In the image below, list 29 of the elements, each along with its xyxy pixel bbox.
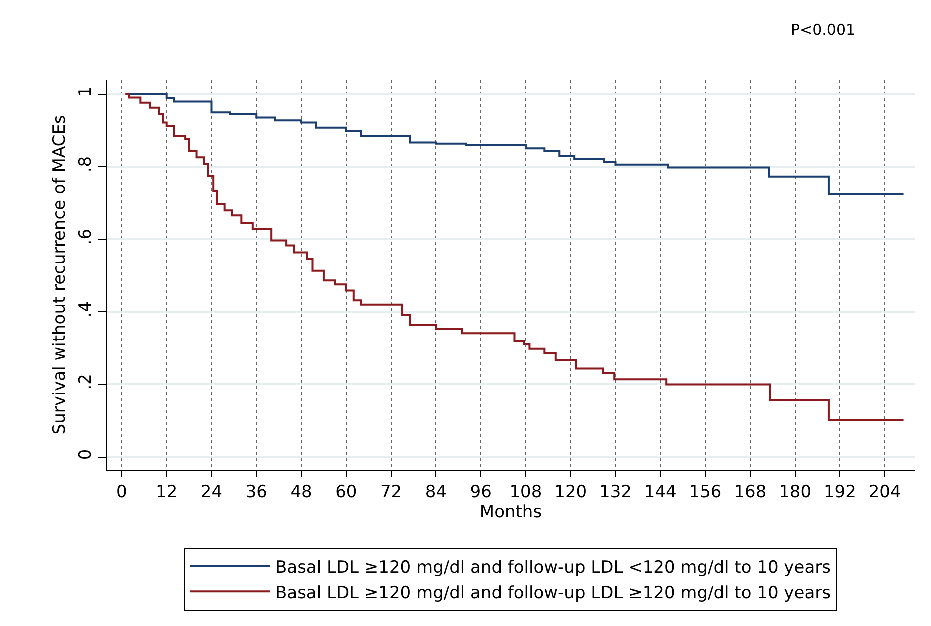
x-tick-label: 24 (200, 482, 223, 502)
x-tick-label: 12 (156, 482, 178, 502)
x-tick-label: 60 (336, 482, 358, 502)
x-tick-label: 156 (689, 482, 722, 502)
x-tick-label: 36 (246, 482, 268, 502)
x-tick-label: 48 (290, 482, 312, 502)
x-tick-label: 132 (600, 482, 632, 502)
x-tick-label: 72 (380, 482, 402, 502)
x-tick-label: 144 (644, 482, 677, 502)
y-tick-label: 1 (76, 86, 96, 98)
text: P<0.001 (791, 21, 856, 39)
y-tick-label: .2 (76, 374, 96, 390)
y-tick-label: .6 (76, 228, 96, 246)
y-axis-title: Survival without recurrence of MACEs (50, 115, 70, 435)
x-tick-label: 192 (824, 482, 856, 502)
y-tick-label: .4 (76, 302, 96, 318)
x-tick-label: 204 (868, 482, 902, 502)
x-tick-label: 0 (116, 482, 128, 502)
y-tick-label: .8 (76, 156, 96, 173)
x-tick-label: 168 (734, 482, 767, 502)
x-tick-label: 84 (425, 482, 448, 502)
x-tick-label: 96 (470, 482, 492, 502)
x-tick-label: 108 (510, 482, 542, 502)
legend-label: Basal LDL ≥120 mg/dl and follow-up LDL ≥120 mg/dl to 10 years (276, 583, 832, 604)
y-tick-label: 0 (76, 449, 96, 460)
legend-label: Basal LDL ≥120 mg/dl and follow-up LDL <120 mg/dl to 10 years (276, 558, 832, 578)
x-tick-label: 180 (779, 482, 812, 502)
x-axis-title: Months (480, 502, 542, 522)
x-tick-label: 120 (554, 482, 588, 502)
